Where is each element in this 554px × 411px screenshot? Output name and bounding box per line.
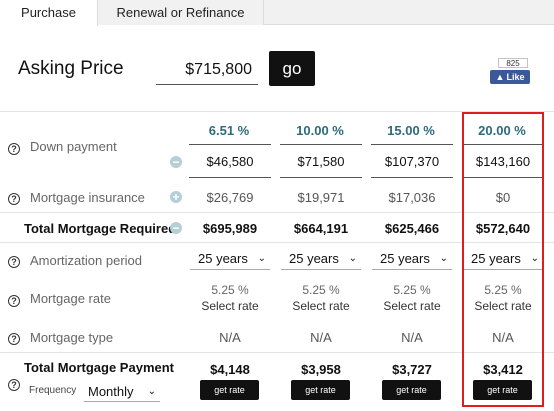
help-icon[interactable]: ? [8, 379, 20, 391]
facebook-like-count: 825 [498, 58, 528, 68]
frequency-select[interactable]: Monthly ⌄ [84, 382, 160, 402]
payment-value-3: $3,727 [392, 362, 432, 377]
facebook-like-button[interactable]: ▲ Like [490, 70, 530, 84]
total-mortgage-value-1: $695,989 [202, 221, 258, 236]
total-mortgage-value-4: $572,640 [475, 221, 531, 236]
get-rate-button-2[interactable]: get rate [291, 380, 350, 400]
mortgage-type-value-2: N/A [310, 330, 332, 345]
frequency-value: Monthly [88, 384, 134, 399]
mortgage-type-value-4: N/A [492, 330, 514, 345]
highlight-box [462, 112, 544, 407]
mortgage-type-value-3: N/A [401, 330, 423, 345]
amortization-value: 25 years [380, 251, 430, 266]
select-rate-link-4[interactable]: Select rate [474, 299, 532, 313]
help-icon[interactable]: ? [8, 143, 20, 155]
chevron-down-icon: ⌄ [348, 253, 357, 264]
amortization-select-1[interactable]: 25 years ⌄ [190, 248, 270, 270]
asking-price-label: Asking Price [18, 58, 124, 79]
chevron-down-icon: ⌄ [439, 253, 448, 264]
mortgage-insurance-label: Mortgage insurance [30, 190, 145, 205]
down-payment-percent-3[interactable]: 15.00 % [387, 123, 435, 138]
amortization-label: Amortization period [30, 253, 142, 268]
amortization-value: 25 years [198, 251, 248, 266]
frequency-label: Frequency [29, 385, 77, 396]
down-payment-value-3[interactable]: $107,370 [371, 144, 453, 178]
help-icon[interactable]: ? [8, 193, 20, 205]
plus-icon[interactable]: + [170, 191, 182, 203]
tab-purchase[interactable]: Purchase [0, 0, 98, 26]
get-rate-button-3[interactable]: get rate [382, 380, 441, 400]
mortgage-rate-label: Mortgage rate [30, 291, 111, 306]
mortgage-rate-value-1: 5.25 % [211, 283, 249, 297]
tab-renewal-refinance[interactable]: Renewal or Refinance [98, 0, 264, 25]
down-payment-percent-2[interactable]: 10.00 % [296, 123, 344, 138]
down-payment-value-4[interactable]: $143,160 [462, 144, 544, 178]
mortgage-type-label: Mortgage type [30, 330, 114, 345]
get-rate-button-1[interactable]: get rate [200, 380, 259, 400]
row-divider [0, 212, 554, 213]
amortization-select-2[interactable]: 25 years ⌄ [281, 248, 361, 270]
down-payment-label: Down payment [30, 139, 117, 154]
chevron-down-icon: ⌄ [257, 253, 266, 264]
asking-price-input[interactable] [156, 55, 258, 85]
help-icon[interactable]: ? [8, 295, 20, 307]
payment-value-4: $3,412 [483, 362, 523, 377]
amortization-select-4[interactable]: 25 years ⌄ [463, 248, 543, 270]
down-payment-percent-1[interactable]: 6.51 % [208, 123, 250, 138]
mortgage-insurance-value-3: $17,036 [388, 190, 436, 205]
mortgage-insurance-value-4: $0 [495, 190, 511, 205]
amortization-select-3[interactable]: 25 years ⌄ [372, 248, 452, 270]
mortgage-rate-value-3: 5.25 % [393, 283, 431, 297]
section-divider [0, 111, 554, 112]
facebook-like-label: Like [506, 72, 525, 82]
payment-value-2: $3,958 [301, 362, 341, 377]
tab-bar: Purchase Renewal or Refinance [0, 0, 554, 26]
total-mortgage-value-2: $664,191 [293, 221, 349, 236]
chevron-down-icon: ⌄ [530, 253, 539, 264]
select-rate-link-3[interactable]: Select rate [383, 299, 441, 313]
minus-icon[interactable]: − [170, 222, 182, 234]
total-payment-label: Total Mortgage Payment [24, 360, 175, 375]
help-icon[interactable]: ? [8, 333, 20, 345]
minus-icon[interactable]: − [170, 156, 182, 168]
down-payment-value-2[interactable]: $71,580 [280, 144, 362, 178]
get-rate-button-4[interactable]: get rate [473, 380, 532, 400]
go-button[interactable]: go [269, 51, 315, 86]
row-divider [0, 352, 554, 353]
mortgage-insurance-value-2: $19,971 [297, 190, 345, 205]
select-rate-link-1[interactable]: Select rate [201, 299, 259, 313]
amortization-value: 25 years [471, 251, 521, 266]
total-mortgage-label: Total Mortgage Required [24, 221, 177, 236]
chevron-down-icon: ⌄ [147, 386, 156, 397]
payment-value-1: $4,148 [210, 362, 250, 377]
down-payment-percent-4[interactable]: 20.00 % [478, 123, 526, 138]
row-divider [0, 242, 554, 243]
mortgage-insurance-value-1: $26,769 [206, 190, 254, 205]
total-mortgage-value-3: $625,466 [384, 221, 440, 236]
select-rate-link-2[interactable]: Select rate [292, 299, 350, 313]
mortgage-rate-value-4: 5.25 % [484, 283, 522, 297]
thumbs-up-icon: ▲ [495, 72, 505, 82]
amortization-value: 25 years [289, 251, 339, 266]
down-payment-value-1[interactable]: $46,580 [189, 144, 271, 178]
mortgage-rate-value-2: 5.25 % [302, 283, 340, 297]
mortgage-type-value-1: N/A [219, 330, 241, 345]
help-icon[interactable]: ? [8, 256, 20, 268]
